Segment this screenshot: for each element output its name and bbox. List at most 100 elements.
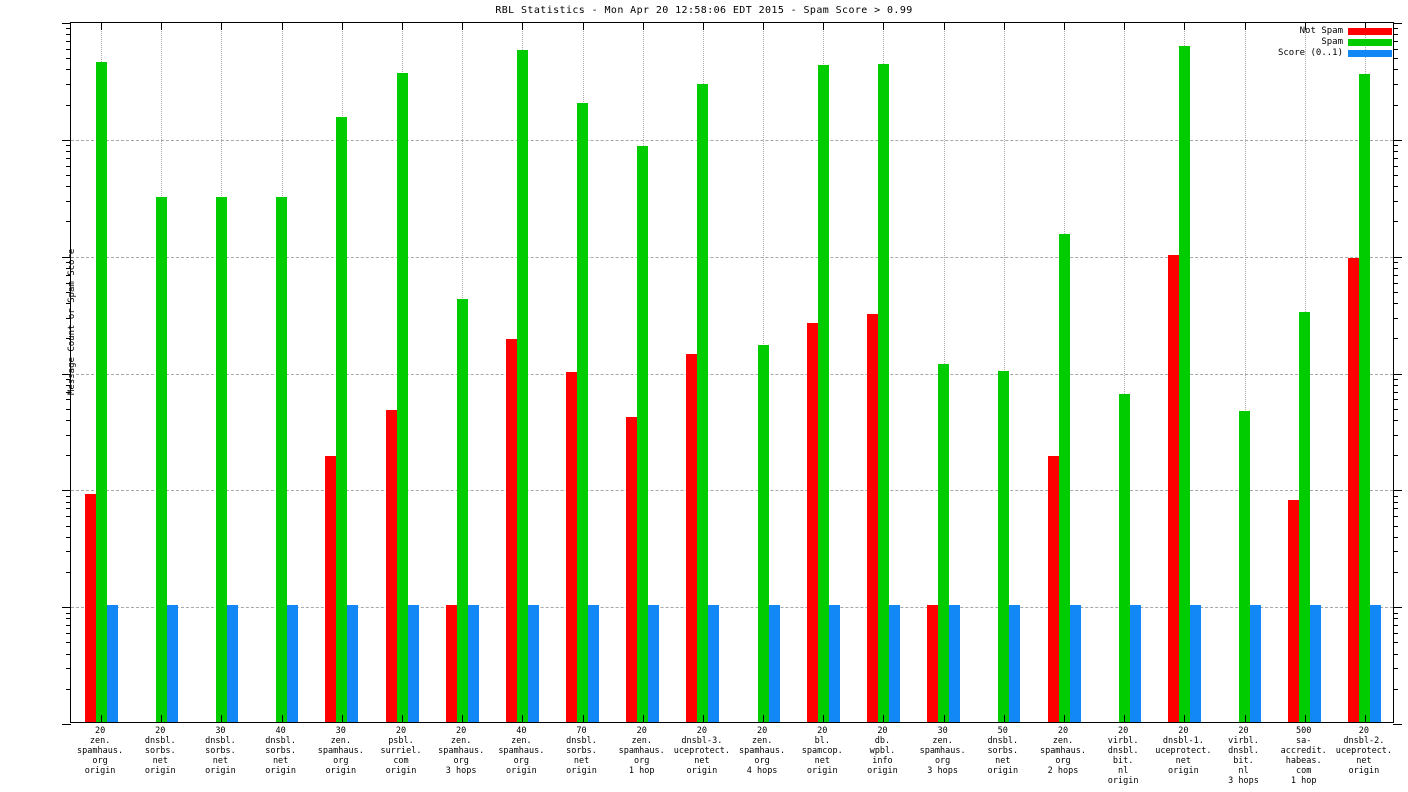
x-axis-label: 20 dnsbl-3. uceprotect. net origin — [673, 726, 731, 776]
y-axis-minor-tick — [1393, 384, 1398, 386]
bar-spam — [456, 298, 468, 722]
plot-area: Message Count or Spam Score 100000100001… — [62, 22, 1402, 725]
bar-notspam — [505, 338, 517, 722]
y-axis-minor-tick — [1393, 282, 1398, 284]
y-axis-minor-tick — [1393, 508, 1398, 510]
bar-spam — [757, 344, 769, 722]
y-axis-minor-tick — [1393, 58, 1398, 60]
y-axis-minor-tick — [1393, 633, 1398, 635]
y-axis-minor-tick — [66, 501, 71, 503]
x-axis-tick — [221, 22, 222, 30]
legend-label: Spam — [1321, 37, 1343, 47]
x-axis-label: 500 sa-accredit. habeas. com 1 hop — [1280, 726, 1327, 786]
y-axis-minor-tick — [1393, 165, 1398, 167]
x-axis-tick — [643, 715, 644, 723]
y-axis-minor-tick — [66, 612, 71, 614]
y-axis-minor-tick — [66, 536, 71, 538]
gridline-horizontal — [71, 490, 1393, 492]
x-axis-label: 20 dnsbl-1. uceprotect. net origin — [1155, 726, 1212, 776]
x-axis-label: 30 zen. spamhaus. org origin — [317, 726, 364, 776]
y-axis-minor-tick — [66, 200, 71, 202]
y-axis-minor-tick — [1393, 151, 1398, 153]
bar-spam — [1359, 74, 1371, 722]
x-axis-tick — [402, 22, 403, 30]
y-axis-minor-tick — [66, 525, 71, 527]
gridline-horizontal — [71, 139, 1393, 141]
x-axis-tick — [282, 715, 283, 723]
legend-label: Score (0..1) — [1277, 48, 1343, 58]
x-axis-tick — [1124, 715, 1125, 723]
legend-item: Spam — [1321, 37, 1392, 47]
y-axis-minor-tick — [66, 399, 71, 401]
y-axis-minor-tick — [1393, 34, 1398, 36]
y-axis-tick — [62, 256, 71, 258]
y-axis-minor-tick — [66, 165, 71, 167]
y-axis-minor-tick — [66, 282, 71, 284]
y-axis-minor-tick — [1393, 455, 1398, 457]
x-axis-tick — [944, 22, 945, 30]
bar-notspam — [1348, 258, 1360, 722]
y-axis-minor-tick — [1393, 69, 1398, 71]
y-axis-minor-tick — [1393, 291, 1398, 293]
bar-spam — [1178, 46, 1190, 722]
x-axis-label: 20 psbl. surriel. com origin — [380, 726, 422, 776]
y-axis-minor-tick — [1393, 434, 1398, 436]
y-axis-minor-tick — [66, 28, 71, 30]
legend-item: Score (0..1) — [1278, 48, 1392, 58]
x-axis-tick — [643, 22, 644, 30]
x-axis-tick — [522, 22, 523, 30]
bar-score — [648, 605, 660, 722]
y-axis-minor-tick — [1393, 28, 1398, 30]
bar-spam — [1299, 312, 1311, 722]
x-axis-tick — [763, 22, 764, 30]
bar-spam — [817, 65, 829, 722]
x-axis-label: 50 dnsbl. sorbs. net origin — [987, 726, 1019, 776]
bar-spam — [95, 61, 107, 722]
x-axis-tick — [883, 22, 884, 30]
x-axis-label: 30 zen. spamhaus. org 3 hops — [919, 726, 966, 776]
bar-score — [1009, 605, 1021, 722]
y-axis-minor-tick — [1393, 221, 1398, 223]
bar-score — [226, 605, 238, 722]
y-axis-minor-tick — [1393, 378, 1398, 380]
bar-notspam — [445, 605, 457, 722]
x-axis-tick — [703, 715, 704, 723]
y-axis-minor-tick — [66, 653, 71, 655]
x-axis-tick — [944, 715, 945, 723]
y-axis-minor-tick — [66, 291, 71, 293]
x-axis-label: 20 virbl. dnsbl. bit. nl 3 hops — [1228, 726, 1259, 786]
y-axis-minor-tick — [1393, 525, 1398, 527]
y-axis-tick — [62, 373, 71, 375]
x-axis-tick — [823, 715, 824, 723]
bar-notspam — [566, 371, 578, 722]
y-axis-minor-tick — [66, 571, 71, 573]
y-axis-minor-tick — [66, 84, 71, 86]
y-axis-minor-tick — [1393, 48, 1398, 50]
legend-color-swatch — [1348, 49, 1392, 57]
y-axis-minor-tick — [66, 186, 71, 188]
x-axis-label: 30 dnsbl. sorbs. net origin — [205, 726, 236, 776]
y-axis-minor-tick — [66, 668, 71, 670]
legend-color-swatch — [1348, 38, 1392, 46]
x-axis-tick — [1184, 22, 1185, 30]
x-axis-tick — [583, 22, 584, 30]
y-axis-minor-tick — [1393, 668, 1398, 670]
y-axis-tick — [1393, 23, 1402, 24]
y-axis-minor-tick — [66, 317, 71, 319]
y-axis-minor-tick — [66, 221, 71, 223]
x-axis-label: 20 dnsbl-2. uceprotect. net origin — [1335, 726, 1393, 776]
bar-spam — [998, 370, 1010, 722]
x-axis-tick — [1184, 715, 1185, 723]
y-axis-tick — [62, 724, 71, 725]
bar-notspam — [385, 409, 397, 722]
y-axis-minor-tick — [66, 104, 71, 106]
x-axis-tick — [1245, 22, 1246, 30]
y-axis-tick — [1393, 490, 1402, 492]
legend-item: Not Spam — [1300, 26, 1392, 36]
y-axis-minor-tick — [1393, 501, 1398, 503]
y-axis-minor-tick — [66, 419, 71, 421]
x-axis-tick — [823, 22, 824, 30]
x-axis-label: 20 zen. spamhaus. org 2 hops — [1039, 726, 1087, 776]
x-axis-tick — [1305, 22, 1306, 30]
y-axis-minor-tick — [66, 408, 71, 410]
